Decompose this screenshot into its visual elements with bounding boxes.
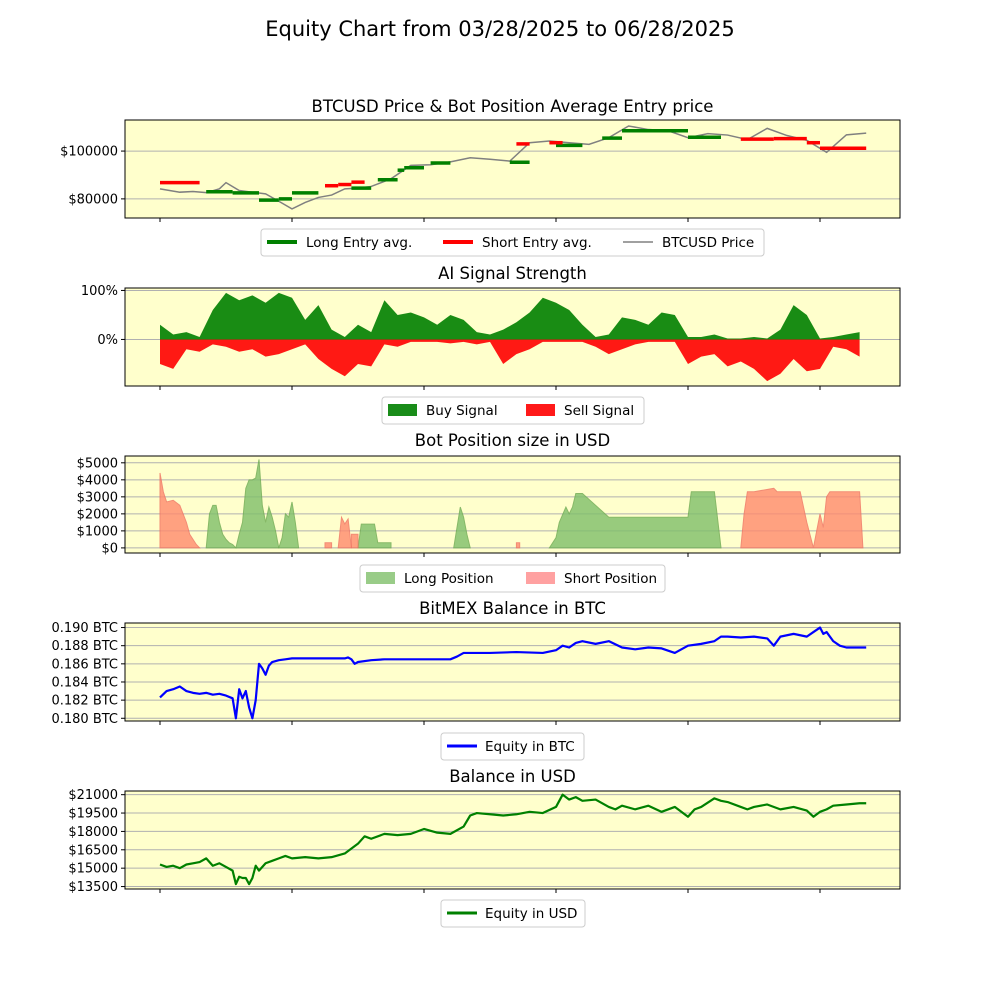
- legend-label-sell: Sell Signal: [564, 403, 634, 419]
- legend-swatch-sell: [526, 404, 555, 416]
- signal-frame: [124, 287, 901, 387]
- price-chart-title: BTCUSD Price & Bot Position Average Entr…: [312, 97, 714, 116]
- usd-balance-y-tick-label: $16500: [68, 843, 118, 858]
- price-chart-panel: $80000 $100000: [60, 119, 901, 222]
- usd-balance-y-tick-label: $19500: [68, 807, 118, 822]
- signal-y-tick-label: 0%: [97, 333, 118, 348]
- position-chart-panel: $0 $1000 $2000 $3000 $4000 $5000: [77, 455, 901, 557]
- price-y-tick-label: $100000: [60, 145, 118, 160]
- buy-signal-area: [160, 292, 860, 340]
- btc-balance-y-tick-label: 0.188 BTC: [51, 639, 118, 654]
- position-y-tick-label: $3000: [77, 490, 118, 505]
- usd-balance-chart-legend: Equity in USD: [440, 899, 586, 928]
- usd-balance-plot-area: [125, 791, 900, 889]
- btc-balance-y-tick-label: 0.182 BTC: [51, 694, 118, 709]
- long-position-area: [235, 459, 280, 549]
- short-position-area: [515, 542, 521, 549]
- position-y-tick-label: $2000: [77, 507, 118, 522]
- sell-signal-area: [160, 339, 860, 382]
- btc-balance-plot-area: [125, 623, 900, 721]
- btc-balance-frame: [124, 622, 901, 722]
- usd-balance-chart-panel: $13500 $15000 $16500 $18000 $19500 $21000: [68, 788, 901, 895]
- price-y-tick-label: $80000: [68, 192, 118, 207]
- long-position-area: [357, 523, 392, 549]
- price-chart-legend: Long Entry avg. Short Entry avg. BTCUSD …: [260, 228, 765, 257]
- figure-title: Equity Chart from 03/28/2025 to 06/28/20…: [265, 17, 735, 41]
- legend-label-price: BTCUSD Price: [662, 235, 754, 251]
- usd-balance-y-tick-label: $21000: [68, 788, 118, 803]
- legend-label-usd-equity: Equity in USD: [485, 906, 577, 922]
- price-frame: [124, 119, 901, 219]
- btc-balance-chart-legend: Equity in BTC: [440, 732, 585, 761]
- usd-equity-line: [159, 793, 867, 886]
- long-position-area: [205, 504, 238, 549]
- btc-equity-line: [159, 626, 867, 720]
- usd-balance-frame: [124, 790, 901, 890]
- short-position-area: [324, 542, 333, 549]
- btc-balance-y-tick-label: 0.186 BTC: [51, 657, 118, 672]
- signal-chart-title: AI Signal Strength: [438, 264, 587, 283]
- long-position-area: [278, 501, 300, 549]
- signal-chart-panel: 0% 100%: [81, 284, 901, 390]
- legend-label-short-entry: Short Entry avg.: [482, 235, 592, 251]
- legend-label-short-position: Short Position: [564, 571, 657, 587]
- long-position-area: [453, 506, 471, 549]
- usd-balance-chart-title: Balance in USD: [449, 767, 576, 786]
- btc-balance-chart-panel: 0.180 BTC 0.182 BTC 0.184 BTC 0.186 BTC 0.18…: [51, 621, 901, 727]
- legend-label-btc-equity: Equity in BTC: [485, 739, 575, 755]
- position-y-tick-label: $0: [101, 541, 118, 556]
- short-position-area: [350, 533, 359, 549]
- price-plot-area: [125, 120, 900, 218]
- btc-balance-y-tick-label: 0.180 BTC: [51, 712, 118, 727]
- legend-label-long-position: Long Position: [404, 571, 494, 587]
- legend-swatch-buy: [388, 404, 417, 416]
- short-position-area: [740, 487, 864, 549]
- btc-balance-y-tick-label: 0.184 BTC: [51, 675, 118, 690]
- position-y-tick-label: $1000: [77, 524, 118, 539]
- short-position-area: [159, 472, 201, 549]
- long-position-area: [548, 491, 722, 549]
- legend-swatch-long-position: [366, 572, 395, 584]
- usd-balance-y-tick-label: $15000: [68, 862, 118, 877]
- position-y-tick-label: $4000: [77, 473, 118, 488]
- position-chart-legend: Long Position Short Position: [359, 564, 666, 593]
- signal-chart-legend: Buy Signal Sell Signal: [381, 396, 645, 425]
- signal-y-tick-label: 100%: [81, 284, 118, 299]
- btc-balance-y-tick-label: 0.190 BTC: [51, 621, 118, 636]
- btc-balance-chart-title: BitMEX Balance in BTC: [419, 599, 606, 618]
- legend-swatch-short-position: [526, 572, 555, 584]
- position-frame: [124, 455, 901, 554]
- legend-label-long-entry: Long Entry avg.: [306, 235, 412, 251]
- usd-balance-y-tick-label: $13500: [68, 880, 118, 895]
- short-position-area: [337, 515, 352, 549]
- legend-label-buy: Buy Signal: [426, 403, 498, 419]
- position-y-tick-label: $5000: [77, 456, 118, 471]
- position-chart-title: Bot Position size in USD: [415, 431, 610, 450]
- usd-balance-y-tick-label: $18000: [68, 825, 118, 840]
